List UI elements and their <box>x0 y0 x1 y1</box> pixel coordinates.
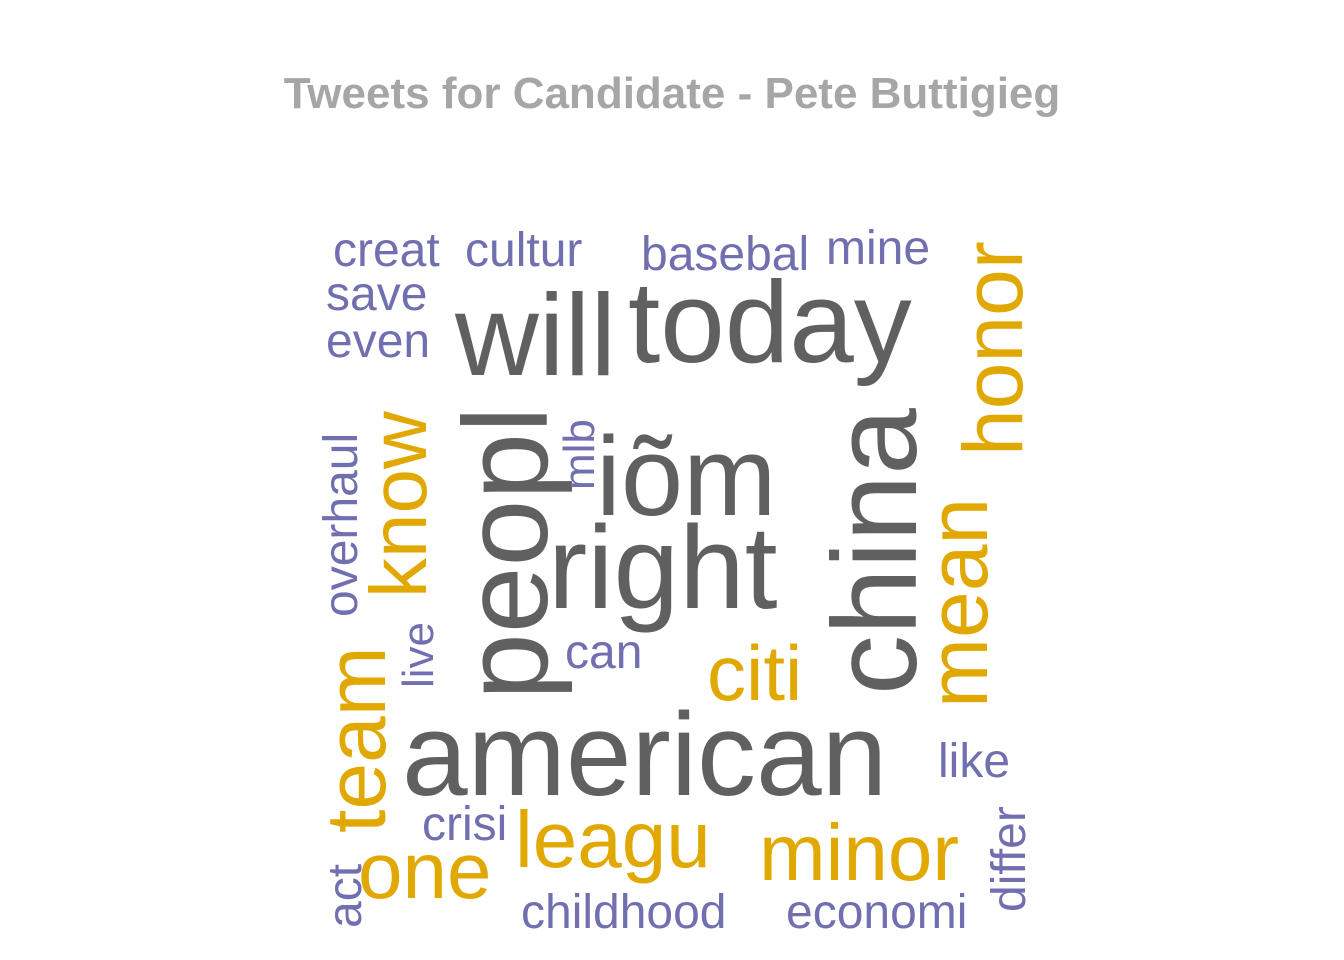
word-act: act <box>319 864 372 928</box>
word-china: china <box>808 408 942 695</box>
word-childhood: childhood <box>521 886 727 939</box>
word-leagu: leagu <box>515 795 711 884</box>
word-american: american <box>402 689 887 821</box>
word-overhaul: overhaul <box>315 433 368 617</box>
word-mlb: mlb <box>555 419 604 490</box>
word-cultur: cultur <box>465 224 582 277</box>
chart-title: Tweets for Candidate - Pete Buttigieg <box>283 69 1061 118</box>
word-even: even <box>326 315 430 368</box>
word-crisi: crisi <box>422 798 507 851</box>
word-minor: minor <box>759 808 959 897</box>
word-creat: creat <box>333 224 440 277</box>
word-save: save <box>326 268 427 321</box>
word-peopl: peopl <box>439 406 573 700</box>
word-mean: mean <box>911 498 1005 708</box>
word-know: know <box>354 411 443 598</box>
word-will: will <box>454 270 616 400</box>
word-honor: honor <box>946 241 1040 456</box>
word-citi: citi <box>707 629 802 717</box>
word-economi: economi <box>786 886 967 939</box>
word-like: like <box>938 735 1010 788</box>
word-differ: differ <box>983 806 1036 912</box>
word-iom: iõm <box>596 414 776 539</box>
word-one: one <box>358 826 491 915</box>
word-right: right <box>548 502 778 634</box>
word-basebal: basebal <box>641 228 809 281</box>
word-can: can <box>565 626 642 679</box>
word-mine: mine <box>826 222 930 275</box>
word-team: team <box>309 646 403 833</box>
word-today: today <box>628 257 912 387</box>
word-live: live <box>394 622 443 688</box>
